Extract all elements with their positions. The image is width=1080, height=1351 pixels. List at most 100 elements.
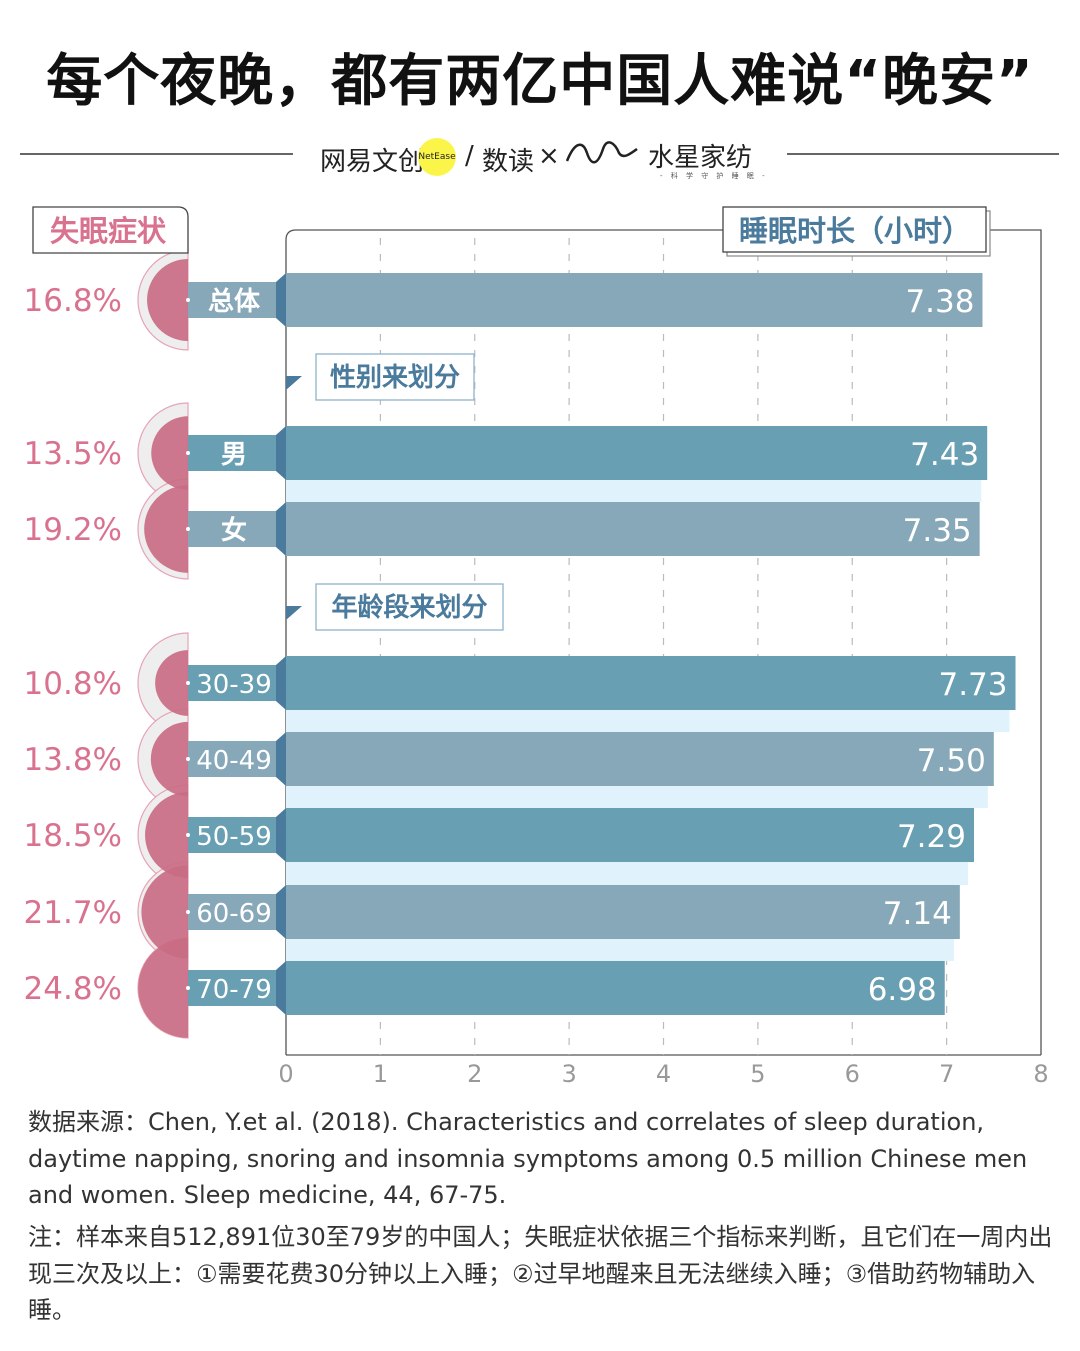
insomnia-pct-label: 16.8% [24,283,122,319]
page-title: 每个夜晚，都有两亿中国人难说“晚安” [46,49,1034,114]
x-tick-label: 5 [750,1060,765,1088]
times-sign: × [538,141,560,171]
category-label: 女 [221,515,247,546]
group-header-label: 性别来划分 [330,363,460,393]
shadow-band [286,786,988,808]
brand-tagline: - 科 学 守 护 睡 眠 - [660,172,768,180]
divider-right [787,153,1059,155]
sleep-bar [286,656,1016,710]
tab-dot [186,451,190,455]
tab-dot [186,681,190,685]
category-tab [188,741,278,777]
insomnia-pct-label: 19.2% [24,512,122,548]
sleep-bar [286,732,994,786]
category-label: 70-79 [196,975,272,1005]
insomnia-semicircle [141,865,188,959]
insomnia-pct-label: 24.8% [24,971,122,1007]
insomnia-pct-label: 21.7% [24,895,122,931]
insomnia-pct-label: 18.5% [24,818,122,854]
sleep-bar [286,885,960,939]
group-marker-icon [286,606,302,620]
tab-dot [186,910,190,914]
insomnia-semicircle [150,721,188,797]
shadow-band [286,480,982,502]
tab-dot [186,757,190,761]
right-header-box [722,206,987,253]
insomnia-semicircle [144,485,188,573]
category-tab [188,282,278,318]
category-tab [188,435,278,471]
category-label: 40-49 [196,746,272,776]
x-tick-label: 7 [939,1060,954,1088]
sleep-bar [286,426,988,480]
category-tab [188,511,278,547]
tab-dot [186,527,190,531]
sleep-bar [286,273,983,327]
chart: 0 1 2 3 4 5 6 7 8 16.8% 13.5% 19.2% 10.8% 13.8% 18.5% 2… [24,206,1049,1088]
sleep-bar [286,808,974,862]
category-label: 50-59 [196,822,272,852]
sleep-bar [286,961,945,1015]
category-tab [188,817,278,853]
right-header: 睡眠时长（小时） [739,214,971,248]
insomnia-pct-label: 13.8% [24,742,122,778]
bar-value-label: 7.29 [897,819,966,855]
insomnia-semicircle [138,938,188,1038]
tab-connector [276,656,286,710]
tab-dot [186,833,190,837]
insomnia-semicircle [145,791,188,879]
bar-value-label: 7.14 [883,896,952,932]
bar-value-label: 7.73 [938,667,1007,703]
wave-logo-icon [565,141,638,164]
data-source: 数据来源：Chen, Y.et al. (2018). Characterist… [28,1108,1028,1209]
brand-netease-logo: 网易文创 [320,147,425,177]
group-header-box [315,583,504,631]
bar-value-label: 7.50 [917,743,986,779]
insomnia-pct-label: 10.8% [24,666,122,702]
left-header: 失眠症状 [50,214,167,248]
insomnia-semicircle [155,650,188,716]
x-tick-label: 3 [561,1060,576,1088]
category-tab [188,970,278,1006]
bar-value-label: 7.35 [903,513,972,549]
category-tab [188,894,278,930]
tab-connector [276,885,286,939]
plot-frame [285,229,1042,1055]
category-label: 60-69 [196,899,272,929]
tab-dot [186,986,190,990]
x-tick-label: 4 [656,1060,671,1088]
group-header-box [315,353,475,401]
category-tab [188,665,278,701]
shadow-band [286,939,954,961]
group-marker-icon [286,376,302,390]
insomnia-semicircle [147,259,188,341]
divider-left [20,153,293,155]
insomnia-semicircle [151,416,188,490]
tab-connector [276,732,286,786]
bar-value-label: 7.43 [910,437,979,473]
group-header-label: 年龄段来划分 [331,592,487,623]
netease-badge: NetEase [418,138,456,176]
shadow-band [286,710,1010,732]
tab-connector [276,961,286,1015]
category-label: 男 [221,440,247,470]
brand-shuixing-logo: 水星家纺 [648,143,753,173]
x-tick-label: 6 [845,1060,860,1088]
shadow-band [286,862,968,885]
x-tick-label: 0 [278,1060,293,1088]
tab-dot [186,298,190,302]
separator: / [465,141,474,171]
category-label: 30-39 [196,670,272,700]
tab-connector [276,808,286,862]
bar-value-label: 6.98 [868,972,937,1008]
x-tick-label: 1 [373,1060,388,1088]
sleep-bar [286,502,980,556]
x-tick-label: 8 [1033,1060,1048,1088]
x-tick-label: 2 [467,1060,482,1088]
brand-shudu-logo: 数读 [482,147,535,177]
footnote: 注：样本来自512,891位30至79岁的中国人；失眠症状依据三个指标来判断，且… [28,1223,1053,1324]
tab-connector [276,502,286,556]
insomnia-pct-label: 13.5% [24,436,122,472]
left-header-box [32,206,189,254]
logo-bar: 网易文创 NetEase / 数读 × 水星家纺 - 科 学 守 护 睡 眠 - [320,135,770,185]
